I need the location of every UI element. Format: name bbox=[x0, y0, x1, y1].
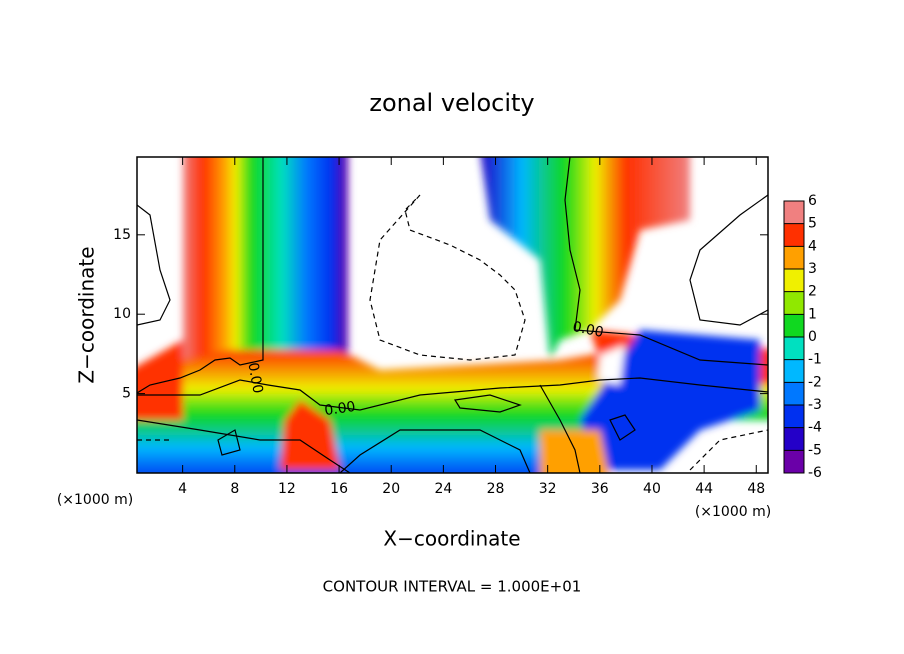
x-tick-label: 8 bbox=[230, 481, 239, 497]
x-tick-label: 4 bbox=[178, 481, 187, 497]
x-axis-label: X−coordinate bbox=[383, 527, 520, 551]
footer: CONTOUR INTERVAL = 1.000E+01 bbox=[323, 578, 582, 596]
colorbar-tick-label: 1 bbox=[808, 306, 817, 322]
colorbar-tick-label: 2 bbox=[808, 284, 817, 300]
y-axis-label: Z−coordinate bbox=[75, 246, 99, 383]
colorbar-swatch bbox=[784, 359, 804, 383]
colorbar-tick-label: 4 bbox=[808, 238, 817, 254]
x-tick-label: 44 bbox=[695, 481, 713, 497]
contour-label: 0.00 bbox=[244, 361, 265, 394]
colorbar-tick-label: 0 bbox=[808, 329, 817, 345]
x-tick-label: 48 bbox=[747, 481, 765, 497]
colorbar-tick-label: -3 bbox=[808, 397, 822, 413]
colorbar-swatch bbox=[784, 291, 804, 315]
x-unit-label: (×1000 m) bbox=[57, 492, 133, 508]
contour-label: 0.00 bbox=[323, 399, 356, 419]
colorbar-swatch bbox=[784, 382, 804, 405]
colorbar-tick-label: -4 bbox=[808, 420, 822, 436]
contour-label: 0.00 bbox=[571, 319, 605, 341]
colorbar-swatch bbox=[784, 269, 804, 292]
colorbar-tick-label: 3 bbox=[808, 261, 817, 277]
colorbar-swatch bbox=[784, 314, 804, 337]
chart-title: zonal velocity bbox=[369, 89, 534, 117]
colorbar-swatch bbox=[784, 405, 804, 428]
colorbar-tick-label: -6 bbox=[808, 465, 822, 481]
colorbar-swatch bbox=[784, 450, 804, 473]
colorbar-swatch bbox=[784, 337, 804, 360]
x-tick-label: 12 bbox=[278, 481, 296, 497]
field bbox=[137, 157, 768, 473]
colorbar-tick-label: 5 bbox=[808, 216, 817, 232]
colorbar-swatch bbox=[784, 223, 804, 247]
plot-frame bbox=[136, 156, 769, 474]
x-tick-label: 40 bbox=[643, 481, 661, 497]
y-tick-label: 15 bbox=[113, 227, 131, 243]
x-tick-label: 16 bbox=[330, 481, 348, 497]
x-tick-label: 24 bbox=[434, 481, 452, 497]
y-tick-label: 5 bbox=[122, 386, 131, 402]
x-unit-label: (×1000 m) bbox=[695, 504, 771, 520]
x-tick-label: 20 bbox=[382, 481, 400, 497]
colorbar-tick-label: -5 bbox=[808, 442, 822, 458]
colorbar-tick-label: -1 bbox=[808, 352, 822, 368]
x-tick-label: 28 bbox=[487, 481, 505, 497]
colorbar-tick-label: 6 bbox=[808, 193, 817, 209]
colorbar-tick-label: -2 bbox=[808, 374, 822, 390]
colorbar-swatch bbox=[784, 201, 804, 224]
colorbar-swatch bbox=[784, 246, 804, 269]
x-tick-label: 36 bbox=[591, 481, 609, 497]
y-tick-label: 10 bbox=[113, 306, 131, 322]
x-tick-label: 32 bbox=[539, 481, 557, 497]
colorbar-swatch bbox=[784, 427, 804, 451]
